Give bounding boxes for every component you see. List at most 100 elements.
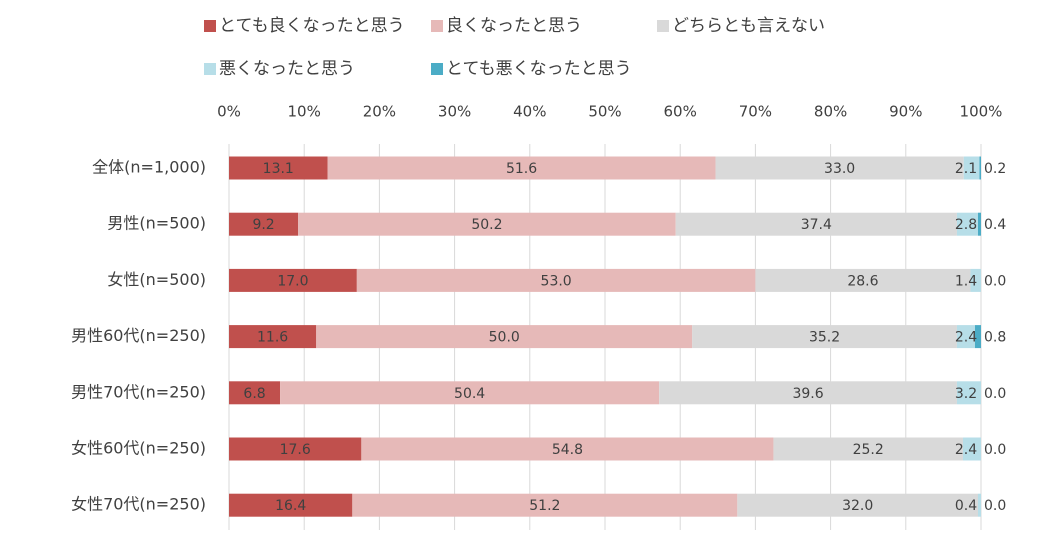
bar-segment: [229, 437, 362, 461]
category-label: 女性70代(n=250): [71, 495, 206, 514]
bar-segment: [229, 325, 317, 349]
data-label: 0.0: [984, 498, 1006, 514]
data-label: 51.2: [529, 498, 560, 514]
bar-segment: [737, 493, 978, 517]
bar-segment: [316, 325, 693, 349]
data-label: 2.8: [955, 217, 977, 233]
bar-segment: [229, 381, 281, 405]
data-label: 51.6: [506, 161, 537, 177]
data-label: 0.2: [984, 161, 1006, 177]
legend-swatch: [431, 20, 443, 32]
bar-segment: [979, 156, 981, 180]
legend-swatch: [431, 63, 443, 75]
data-label: 54.8: [552, 442, 583, 458]
x-tick-label: 100%: [960, 103, 1003, 121]
data-label: 3.2: [955, 386, 977, 402]
data-label: 0.4: [955, 498, 977, 514]
data-label: 53.0: [541, 273, 572, 289]
x-tick-label: 70%: [739, 103, 772, 121]
data-label: 2.4: [955, 442, 977, 458]
data-label: 32.0: [842, 498, 873, 514]
x-tick-label: 10%: [288, 103, 321, 121]
x-tick-label: 90%: [889, 103, 922, 121]
x-tick-label: 40%: [513, 103, 546, 121]
data-label: 50.4: [454, 386, 485, 402]
category-label: 男性(n=500): [107, 214, 206, 233]
x-tick-label: 20%: [363, 103, 396, 121]
legend-entry: 良くなったと思う: [446, 16, 582, 36]
legend-swatch: [657, 20, 669, 32]
bar-segment: [755, 268, 971, 292]
data-label: 37.4: [801, 217, 832, 233]
bar-segment: [963, 156, 980, 180]
legend-swatch: [204, 63, 216, 75]
bar-segment: [352, 493, 738, 517]
legend-swatch: [204, 20, 216, 32]
data-label: 50.2: [471, 217, 502, 233]
data-label: 39.6: [792, 386, 823, 402]
bar-segment: [977, 212, 981, 236]
legend-entry: 悪くなったと思う: [219, 59, 355, 79]
data-label: 28.6: [847, 273, 878, 289]
data-label: 6.8: [243, 386, 265, 402]
data-label: 17.6: [280, 442, 311, 458]
legend-entry: とても良くなったと思う: [219, 16, 405, 36]
bar-segment: [692, 325, 957, 349]
bar-segment: [970, 268, 981, 292]
bar-segment: [229, 212, 299, 236]
data-label: 9.2: [252, 217, 274, 233]
bar-segment: [977, 493, 981, 517]
data-label: 17.0: [277, 273, 308, 289]
data-label: 33.0: [824, 161, 855, 177]
bar-segment: [361, 437, 774, 461]
bar-segment: [280, 381, 660, 405]
category-label: 女性(n=500): [107, 270, 206, 289]
bar-segment: [962, 437, 981, 461]
x-tick-label: 60%: [664, 103, 697, 121]
data-label: 0.8: [984, 330, 1006, 346]
value-labels: 13.1 51.6 33.0 2.1 0.2 9.2 50.2 37.4 2.8 0.4 17.0 5…: [243, 161, 1006, 514]
category-label: 男性60代(n=250): [71, 326, 206, 345]
data-label: 25.2: [853, 442, 884, 458]
data-label: 11.6: [257, 330, 288, 346]
data-label: 50.0: [489, 330, 520, 346]
bar-segment: [229, 268, 357, 292]
bar-segment: [715, 156, 964, 180]
data-label: 2.1: [955, 161, 977, 177]
data-label: 1.4: [955, 273, 977, 289]
data-label: 13.1: [263, 161, 294, 177]
bar-segment: [956, 381, 981, 405]
bar-segment: [956, 325, 975, 349]
bar-segment: [773, 437, 963, 461]
bar-segment: [675, 212, 957, 236]
data-label: 2.4: [955, 330, 977, 346]
data-label: 0.0: [984, 442, 1006, 458]
x-tick-label: 30%: [438, 103, 471, 121]
x-tick-label: 0%: [217, 103, 241, 121]
bar-segment: [356, 268, 756, 292]
data-label: 0.0: [984, 386, 1006, 402]
bars: [229, 156, 981, 517]
bar-segment: [659, 381, 957, 405]
x-tick-label: 80%: [814, 103, 847, 121]
category-labels: 全体(n=1,000) 男性(n=500) 女性(n=500) 男性60代(n=250…: [71, 158, 206, 514]
bar-segment: [229, 493, 353, 517]
data-label: 0.4: [984, 217, 1006, 233]
bar-segment: [327, 156, 716, 180]
bar-segment: [229, 156, 328, 180]
legend-entry: どちらとも言えない: [672, 16, 825, 36]
category-label: 全体(n=1,000): [92, 158, 206, 177]
bar-segment: [298, 212, 676, 236]
data-label: 16.4: [275, 498, 306, 514]
category-label: 男性70代(n=250): [71, 382, 206, 401]
legend-entry: とても悪くなったと思う: [446, 59, 632, 79]
bar-segment: [974, 325, 981, 349]
category-label: 女性60代(n=250): [71, 439, 206, 458]
bar-segment: [956, 212, 978, 236]
x-axis-ticks: 0% 10% 20% 30% 40% 50% 60% 70% 80% 90% 100%: [217, 103, 1002, 121]
data-label: 0.0: [984, 273, 1006, 289]
data-label: 35.2: [809, 330, 840, 346]
x-tick-label: 50%: [588, 103, 621, 121]
